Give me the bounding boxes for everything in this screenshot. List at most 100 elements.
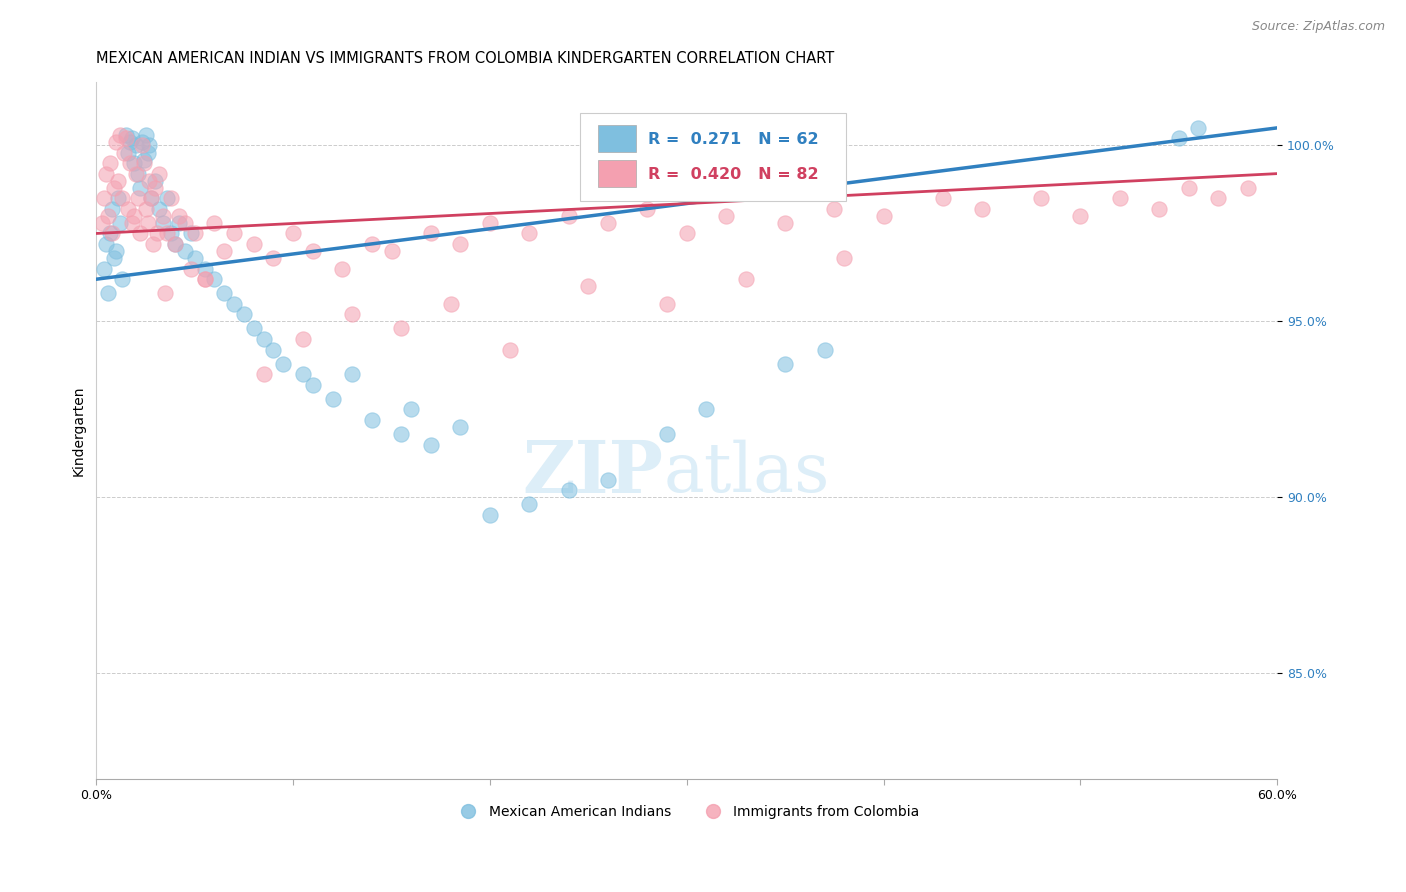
Point <box>112 145 135 160</box>
Point <box>773 216 796 230</box>
Point <box>98 156 121 170</box>
Point <box>103 180 125 194</box>
Point <box>872 209 894 223</box>
Point <box>214 286 236 301</box>
Point <box>125 138 148 153</box>
Point <box>96 237 118 252</box>
Point <box>714 209 737 223</box>
Point <box>389 427 412 442</box>
Point <box>194 272 217 286</box>
Point <box>596 216 619 230</box>
Point <box>1069 209 1091 223</box>
Point <box>107 191 129 205</box>
Point <box>121 216 143 230</box>
Point <box>98 227 121 241</box>
Point <box>160 191 183 205</box>
Point <box>1029 191 1052 205</box>
Point <box>165 237 187 252</box>
FancyBboxPatch shape <box>581 113 846 201</box>
Point <box>103 251 125 265</box>
Point <box>695 402 717 417</box>
Point <box>399 402 422 417</box>
Point <box>138 138 160 153</box>
Point <box>832 251 855 265</box>
Text: ZIP: ZIP <box>522 437 664 508</box>
Point <box>142 237 165 252</box>
Point <box>180 261 202 276</box>
Point <box>1236 180 1258 194</box>
Point <box>1108 191 1130 205</box>
Point <box>165 237 187 252</box>
Point <box>360 413 382 427</box>
Point <box>557 483 579 498</box>
Point <box>419 227 441 241</box>
Text: atlas: atlas <box>664 439 830 506</box>
Point <box>184 227 207 241</box>
Point <box>115 131 138 145</box>
Point <box>115 128 138 142</box>
Point <box>292 332 315 346</box>
Point <box>596 473 619 487</box>
Point <box>233 307 256 321</box>
Point <box>823 202 845 216</box>
Point <box>111 191 134 205</box>
Point <box>655 297 678 311</box>
Point <box>292 368 315 382</box>
Point <box>419 437 441 451</box>
Point <box>131 138 153 153</box>
Point <box>117 202 139 216</box>
Point <box>813 343 835 357</box>
Point <box>108 216 131 230</box>
Point <box>184 251 207 265</box>
Point <box>138 174 160 188</box>
Point <box>263 343 285 357</box>
Point <box>156 191 179 205</box>
Point <box>301 377 323 392</box>
Point <box>131 135 153 149</box>
Point <box>194 261 217 276</box>
Point <box>194 272 217 286</box>
Point <box>243 237 266 252</box>
Point <box>97 286 120 301</box>
Point <box>141 191 163 205</box>
Point <box>93 261 115 276</box>
Point <box>224 297 246 311</box>
Point <box>145 180 167 194</box>
Point <box>1167 131 1189 145</box>
Point <box>1147 202 1170 216</box>
Point <box>141 191 163 205</box>
Text: R =  0.420   N = 82: R = 0.420 N = 82 <box>648 167 818 182</box>
Point <box>145 174 167 188</box>
Point <box>931 191 953 205</box>
Point <box>330 261 353 276</box>
Point <box>204 272 226 286</box>
Point <box>224 227 246 241</box>
Point <box>449 237 471 252</box>
Point <box>136 145 159 160</box>
Point <box>97 209 120 223</box>
Point <box>253 332 276 346</box>
Point <box>101 202 124 216</box>
FancyBboxPatch shape <box>598 125 636 152</box>
Point <box>174 216 197 230</box>
Point <box>152 216 174 230</box>
Point <box>128 180 150 194</box>
Text: R =  0.271   N = 62: R = 0.271 N = 62 <box>648 132 818 147</box>
Point <box>127 191 149 205</box>
Point <box>105 244 128 258</box>
Point <box>148 167 170 181</box>
Point <box>243 321 266 335</box>
Point <box>655 427 678 442</box>
Point <box>1206 191 1229 205</box>
Text: MEXICAN AMERICAN INDIAN VS IMMIGRANTS FROM COLOMBIA KINDERGARTEN CORRELATION CHA: MEXICAN AMERICAN INDIAN VS IMMIGRANTS FR… <box>97 51 835 66</box>
Point <box>146 227 169 241</box>
Point <box>135 128 157 142</box>
Text: Source: ZipAtlas.com: Source: ZipAtlas.com <box>1251 20 1385 33</box>
Point <box>517 497 540 511</box>
Point <box>167 216 190 230</box>
Point <box>136 216 159 230</box>
Point <box>93 191 115 205</box>
Point <box>389 321 412 335</box>
Point <box>91 216 114 230</box>
Legend: Mexican American Indians, Immigrants from Colombia: Mexican American Indians, Immigrants fro… <box>449 799 925 824</box>
